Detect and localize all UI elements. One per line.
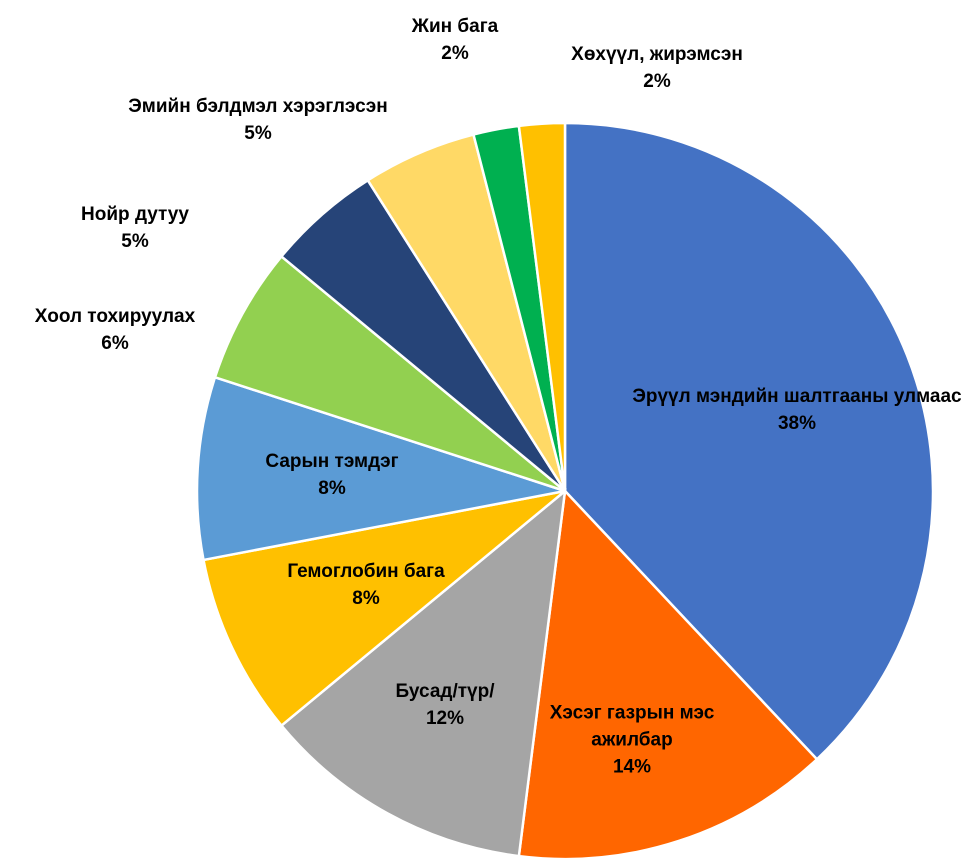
pie-slice [213, 254, 566, 493]
slice-label: Эрүүл мэндийн шалтгааны улмаас 38% [627, 383, 967, 437]
slice-label: Хоол тохируулах 6% [0, 303, 230, 357]
pie-slice [563, 121, 935, 762]
value-label: 8% [352, 588, 380, 609]
value-label: 8% [318, 478, 346, 499]
category-label: Гемоглобин бага [287, 561, 445, 582]
slice-label: Сарын тэмдэг 8% [232, 448, 432, 502]
category-label: Хөхүүл, жирэмсэн [571, 44, 743, 65]
category-label: Сарын тэмдэг [265, 451, 399, 472]
value-label: 5% [121, 231, 149, 252]
slice-label: Нойр дутуу 5% [35, 201, 235, 255]
slice-label: Жин бага 2% [380, 13, 530, 67]
category-label: Эмийн бэлдмэл хэрэглэсэн [128, 96, 388, 117]
value-label: 2% [643, 71, 671, 92]
pie-slice [517, 121, 567, 492]
category-label: Хэсэг газрын мэс ажилбар [549, 702, 715, 751]
category-label: Жин бага [411, 16, 499, 37]
value-label: 5% [244, 123, 272, 144]
slice-label: Бусад/түр/12% [370, 678, 520, 732]
category-label: Нойр дутуу [81, 204, 189, 225]
value-label: 12% [425, 708, 465, 729]
pie-slice [202, 489, 566, 728]
category-label: Эрүүл мэндийн шалтгааны улмаас [632, 386, 962, 407]
pie-slice [195, 375, 566, 562]
slice-label: Гемоглобин бага 8% [251, 558, 481, 612]
slice-label: Хөхүүл, жирэмсэн 2% [527, 41, 787, 95]
value-label: 2% [441, 43, 469, 64]
pie-slice [279, 488, 567, 858]
category-label: Хоол тохируулах [34, 306, 196, 327]
category-label: Бусад/түр/ [395, 681, 495, 702]
pie-slice [517, 488, 819, 861]
slice-label: Хэсэг газрын мэс ажилбар 14% [527, 700, 737, 781]
value-label: 38% [777, 413, 817, 434]
slice-label: Эмийн бэлдмэл хэрэглэсэн 5% [78, 93, 438, 147]
value-label: 14% [612, 756, 652, 778]
value-label: 6% [101, 333, 129, 354]
